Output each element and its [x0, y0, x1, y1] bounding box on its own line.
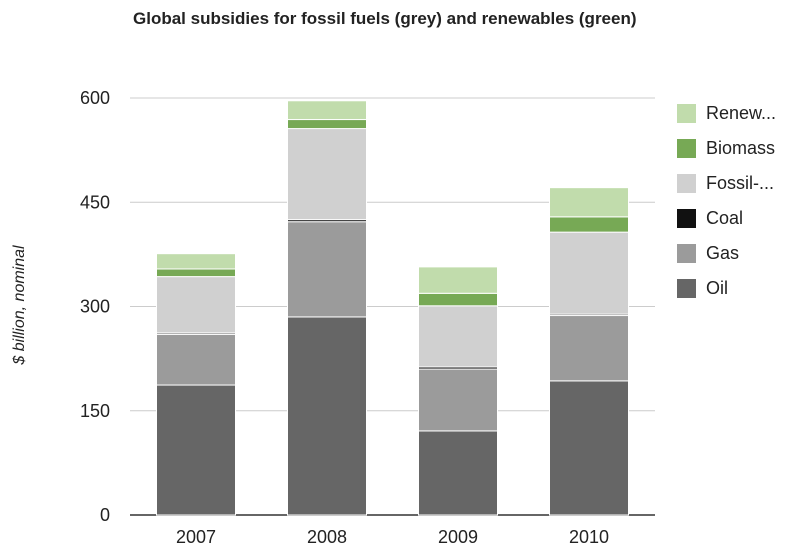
bar-2010-biomass [549, 216, 629, 233]
legend-swatch [677, 104, 696, 123]
legend-swatch [677, 174, 696, 193]
bar-2008-oil [287, 316, 367, 516]
y-tick-label: 0 [100, 505, 110, 525]
legend-label: Renew... [706, 103, 777, 123]
legend-item[interactable]: Fossil-... [677, 166, 793, 201]
legend-label: Oil [706, 278, 728, 298]
bar-2008-gas [287, 221, 367, 318]
legend-item[interactable]: Renew... [677, 96, 793, 131]
bar-2007-fossil [156, 276, 236, 334]
legend-label: Gas [706, 243, 740, 263]
bar-2007-renew [156, 253, 236, 270]
bar-2009-gas [418, 368, 498, 432]
legend-swatch [677, 139, 696, 158]
bar-2010-oil [549, 380, 629, 516]
y-tick-label: 150 [80, 401, 110, 421]
bar-2008-biomass [287, 119, 367, 130]
bar-2008-renew [287, 100, 367, 121]
x-tick-labels: 2007 2008 2009 2010 [176, 527, 609, 547]
legend-item[interactable]: Oil [677, 271, 793, 306]
legend-swatch [677, 209, 696, 228]
legend: Renew... Biomass Fossil-... Coal Gas Oil [677, 96, 793, 306]
y-tick-label: 600 [80, 88, 110, 108]
bar-2009-renew [418, 266, 498, 294]
y-tick-label: 300 [80, 297, 110, 317]
legend-swatch [677, 279, 696, 298]
bar-2007-oil [156, 384, 236, 516]
x-tick-label: 2007 [176, 527, 216, 547]
bar-2007-gas [156, 333, 236, 386]
legend-label: Fossil-... [706, 173, 775, 193]
legend-label: Biomass [706, 138, 776, 158]
y-tick-label: 450 [80, 192, 110, 212]
legend-swatch [677, 244, 696, 263]
x-tick-label: 2010 [569, 527, 609, 547]
bar-2008-fossil [287, 128, 367, 221]
legend-item[interactable]: Gas [677, 236, 793, 271]
bar-2010-fossil [549, 231, 629, 315]
bar-2010-gas [549, 315, 629, 382]
bar-2009-fossil [418, 305, 498, 368]
y-tick-labels: 0 150 300 450 600 [80, 88, 110, 525]
bar-2009-biomass [418, 292, 498, 307]
bar-2010-renew [549, 187, 629, 218]
bar-2007-biomass [156, 268, 236, 278]
legend-label: Coal [706, 208, 744, 228]
legend-item[interactable]: Biomass [677, 131, 793, 166]
bar-2009-oil [418, 430, 498, 516]
legend-item[interactable]: Coal [677, 201, 793, 236]
x-tick-label: 2008 [307, 527, 347, 547]
x-tick-label: 2009 [438, 527, 478, 547]
bars [156, 100, 629, 516]
chart-title: Global subsidies for fossil fuels (grey)… [133, 9, 637, 28]
